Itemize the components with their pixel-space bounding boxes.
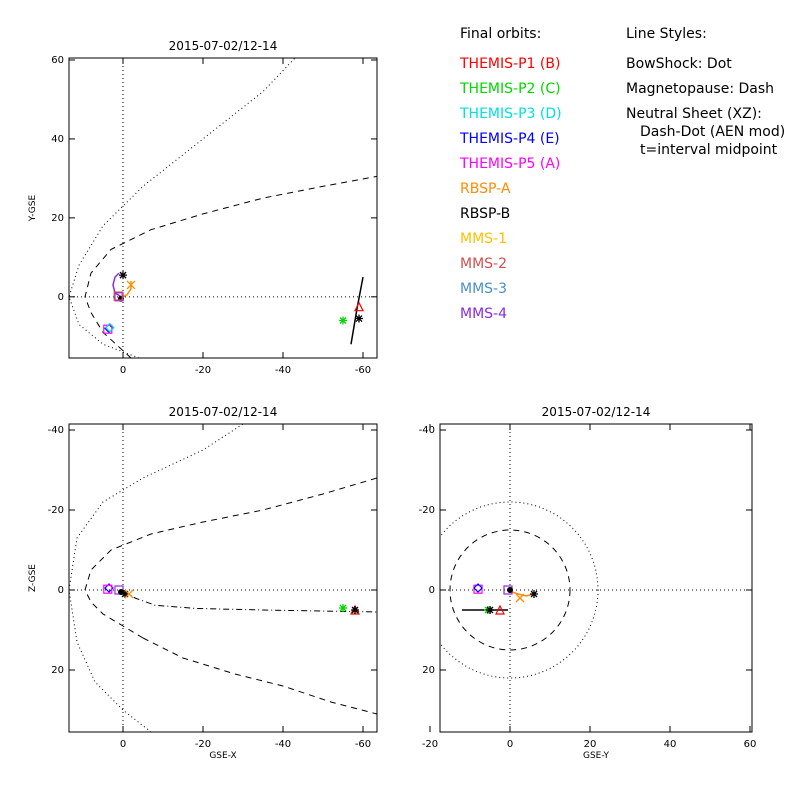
y-tick-label: 0	[58, 585, 64, 596]
panel-2: 2015-07-02/12-14 0 -20 -40 -60 20 0 -20 -40 GSE-X…	[28, 405, 378, 761]
neutral-sheet	[122, 589, 377, 613]
x-tick-label: 0	[120, 739, 126, 750]
marker-x	[515, 593, 525, 603]
line-style-midpoint: t=interval midpoint	[640, 142, 778, 158]
plot-frame	[68, 57, 378, 359]
y-tick-label: 20	[422, 665, 435, 676]
plot-title: 2015-07-02/12-14	[169, 39, 278, 53]
x-tick-label: -20	[195, 739, 211, 750]
marker-triangle	[354, 301, 364, 312]
y-tick-label: 0	[429, 585, 435, 596]
marker-square	[473, 584, 483, 594]
marker-diamond	[473, 583, 483, 593]
y-tick-label: 20	[51, 665, 64, 676]
line-style-dash-dot: Dash-Dot (AEN mod)	[640, 124, 786, 140]
x-tick-label: -60	[355, 365, 371, 376]
y-tick-label: -40	[419, 425, 435, 436]
rbsp-b-track	[350, 276, 364, 345]
panel-1: 2015-07-02/12-14 0 -20 -40 -60 0 20 40 60 Y-GSE	[28, 39, 378, 376]
x-tick-label: 20	[584, 739, 597, 750]
marker-x	[124, 589, 134, 599]
plot-frame	[439, 423, 753, 733]
y-axis-label: Z-GSE	[28, 564, 38, 592]
x-tick-label: -40	[275, 739, 291, 750]
plot-title: 2015-07-02/12-14	[542, 405, 651, 419]
x-tick-label: 0	[507, 739, 513, 750]
marker-star	[121, 590, 129, 598]
bowshock	[69, 58, 296, 358]
marker-star	[530, 590, 538, 598]
marker-star	[119, 271, 127, 280]
panel-3: 2015-07-02/12-14 -20 0 20 40 60 20 0 -20 -40 GSE-Y	[419, 405, 757, 761]
x-tick-label: 40	[664, 739, 677, 750]
marker-star	[351, 606, 359, 614]
plot-area	[69, 424, 377, 732]
legend-item: MMS-4	[460, 306, 508, 322]
legend-item: RBSP-B	[460, 206, 511, 222]
legend-item: THEMIS-P3 (D)	[460, 106, 562, 122]
x-tick-label: 60	[744, 739, 757, 750]
x-axis-label: GSE-X	[209, 751, 236, 761]
marker-square	[114, 292, 124, 302]
marker-square	[103, 584, 113, 594]
y-tick-label: 20	[51, 213, 64, 224]
legend-item: THEMIS-P1 (B)	[460, 56, 561, 72]
legend-item: MMS-1	[460, 231, 508, 247]
magnetopause	[84, 175, 377, 358]
line-style-magnetopause: Magnetopause: Dash	[626, 81, 775, 97]
legend-item: RBSP-A	[460, 181, 511, 197]
y-axis-label: Y-GSE	[28, 195, 38, 223]
bowshock	[69, 424, 244, 732]
magnetopause	[84, 477, 377, 639]
line-styles-title: Line Styles:	[626, 26, 707, 42]
plot-area	[440, 424, 752, 732]
legend-title: Final orbits:	[460, 26, 542, 42]
legend-item: THEMIS-P2 (C)	[460, 81, 561, 97]
line-style-neutral-sheet: Neutral Sheet (XZ):	[626, 106, 762, 122]
magnetopause-north	[142, 637, 377, 715]
x-tick-label: -40	[275, 365, 291, 376]
y-tick-label: -20	[48, 505, 64, 516]
plot-frame	[68, 423, 378, 733]
x-tick-label: 0	[120, 365, 126, 376]
marker-star	[486, 606, 494, 614]
legend-item: MMS-3	[460, 281, 508, 297]
y-tick-label: 0	[58, 292, 64, 303]
x-tick-label: -60	[355, 739, 371, 750]
y-tick-label: 40	[51, 134, 64, 145]
bowshock	[440, 501, 599, 679]
marker-star	[339, 604, 347, 612]
marker-star	[355, 314, 363, 323]
marker-square	[113, 291, 123, 301]
legend-item: THEMIS-P4 (E)	[460, 131, 560, 147]
x-tick-label: -20	[422, 739, 438, 750]
marker-triangle	[495, 604, 505, 615]
y-tick-label: -20	[419, 505, 435, 516]
legend-item: MMS-2	[460, 256, 508, 272]
legend-item: THEMIS-P5 (A)	[460, 156, 561, 172]
plot-title: 2015-07-02/12-14	[169, 405, 278, 419]
plot-area	[69, 58, 377, 358]
line-style-bowshock: BowShock: Dot	[626, 56, 732, 72]
y-tick-label: 60	[51, 55, 64, 66]
y-tick-label: -40	[48, 425, 64, 436]
mms-track	[112, 272, 122, 298]
marker-diamond	[104, 322, 115, 333]
x-axis-label: GSE-Y	[583, 751, 610, 761]
marker-x	[126, 280, 136, 290]
x-tick-label: -20	[195, 365, 211, 376]
rbsp-track	[511, 591, 535, 597]
marker-star	[339, 316, 347, 325]
magnetopause	[449, 529, 571, 651]
marker-dot	[507, 587, 513, 593]
